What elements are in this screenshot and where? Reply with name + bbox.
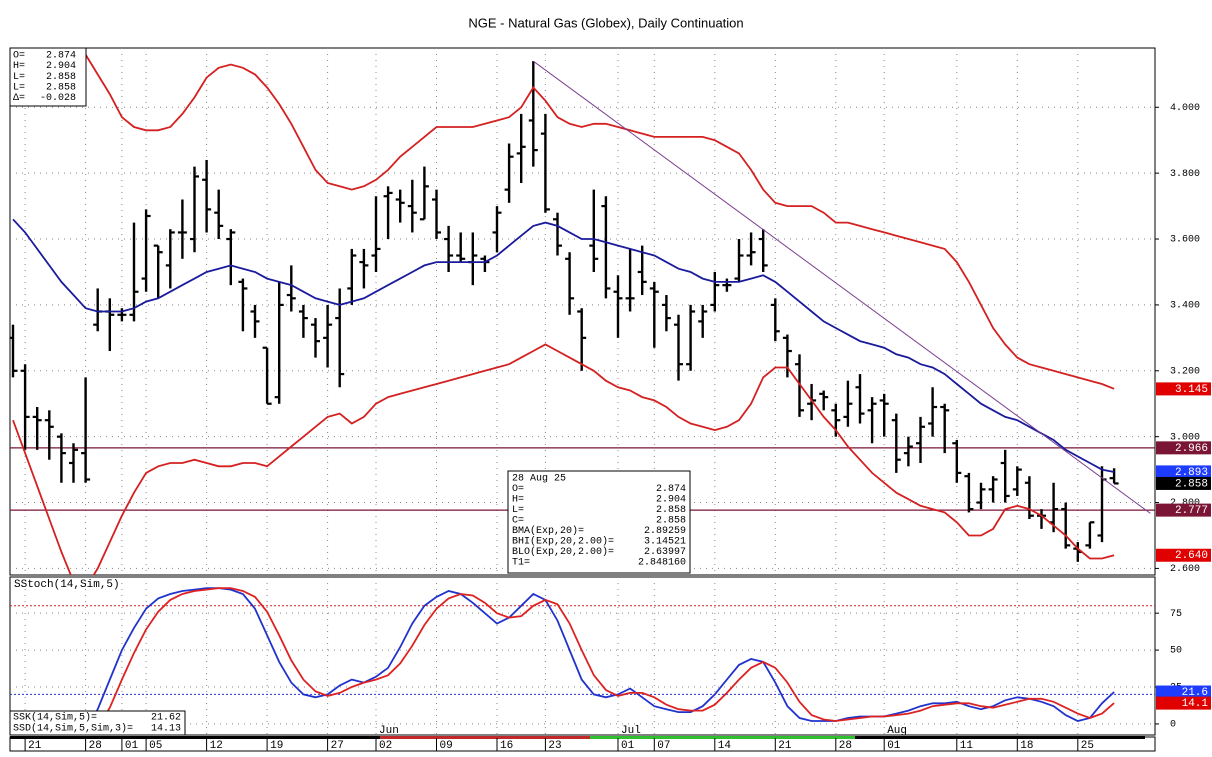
session-bar (590, 736, 855, 739)
readout-value: 2.874 (46, 51, 76, 62)
x-tick-label: 01 (887, 740, 901, 752)
x-tick-label: 21 (28, 740, 42, 752)
readout-value: -0.028 (40, 93, 76, 104)
info-box (507, 470, 691, 574)
y-tick-label: 0 (1170, 720, 1176, 731)
info-value: 2.858 (656, 505, 686, 516)
value-tag (1156, 465, 1211, 479)
stoch-frame (9, 576, 1156, 736)
x-tick-label: 27 (331, 740, 344, 752)
readout-value: 2.904 (46, 61, 76, 72)
value-tag-label: 2.640 (1175, 550, 1208, 562)
info-label: O= (512, 484, 524, 495)
main-frame (9, 47, 1156, 576)
readout-label: H= (13, 61, 25, 72)
x-tick-label: 01 (621, 740, 635, 752)
x-tick-label: 12 (210, 740, 223, 752)
x-tick-label: 01 (125, 740, 139, 752)
info-label: C= (512, 516, 524, 527)
x-tick-label: 09 (440, 740, 453, 752)
x-tick-label: 19 (270, 740, 283, 752)
info-value: 2.848160 (638, 558, 686, 569)
x-tick-label: 23 (548, 740, 561, 752)
readout-box (9, 710, 186, 736)
value-tag-label: 14.1 (1182, 698, 1209, 710)
value-tag (1156, 476, 1211, 490)
info-label: BHI(Exp,20,2.00)= (512, 536, 614, 548)
readout-value: 2.858 (46, 82, 76, 93)
value-tag (1156, 503, 1211, 517)
readout-box (9, 47, 87, 107)
y-tick-label: 2.600 (1170, 564, 1200, 575)
series-line (78, 48, 1115, 390)
value-tag-label: 3.145 (1175, 384, 1208, 396)
x-tick-label: 07 (657, 740, 670, 752)
x-tick-label: 18 (1020, 740, 1033, 752)
x-tick-label: 02 (379, 740, 392, 752)
x-tick-label: 05 (149, 740, 162, 752)
info-value: 2.63997 (644, 547, 686, 558)
y-tick-label: 3.000 (1170, 432, 1200, 443)
x-tick-label: 28 (839, 740, 852, 752)
info-label: H= (512, 495, 524, 506)
session-bar (380, 736, 590, 739)
month-label: Aug (887, 725, 907, 737)
trendline (533, 60, 1151, 514)
x-tick-label: 25 (1081, 740, 1094, 752)
y-tick-label: 4.000 (1170, 103, 1200, 114)
info-date: 28 Aug 25 (512, 474, 566, 485)
value-tag-label: 2.858 (1175, 478, 1208, 490)
readout-label: SSK(14,Sim,5)= (13, 712, 97, 724)
x-tick-label: 21 (778, 740, 792, 752)
info-label: BMA(Exp,20)= (512, 525, 584, 537)
readout-label: L= (13, 72, 25, 83)
info-value: 2.874 (656, 484, 686, 495)
info-value: 3.14521 (644, 537, 686, 548)
value-tag-label: 2.966 (1175, 443, 1208, 455)
x-tick-label: 11 (960, 740, 974, 752)
value-tag (1156, 548, 1211, 562)
session-bar (855, 736, 1145, 739)
value-tag-label: 2.777 (1175, 505, 1208, 517)
x-tick-label: 14 (718, 740, 732, 752)
info-label: L= (512, 505, 524, 516)
y-tick-label: 3.800 (1170, 169, 1200, 180)
info-value: 2.904 (656, 495, 686, 506)
info-label: T1= (512, 558, 530, 569)
info-value: 2.858 (656, 516, 686, 527)
value-tag-label: 21.6 (1182, 687, 1208, 699)
readout-value: 21.62 (151, 713, 181, 724)
value-tag-label: 2.893 (1175, 467, 1208, 479)
value-tag (1156, 696, 1211, 710)
readout-value: 2.858 (46, 72, 76, 83)
value-tag (1156, 441, 1211, 455)
date-axis (9, 736, 1156, 752)
y-tick-label: 50 (1170, 646, 1182, 657)
readout-label: SSD(14,Sim,5,Sim,3)= (13, 723, 133, 735)
info-label: BLO(Exp,20,2.00)= (512, 546, 614, 558)
readout-label: L= (13, 82, 25, 93)
y-tick-label: 75 (1170, 609, 1182, 620)
month-label: Jun (379, 725, 399, 737)
session-bar (10, 736, 380, 739)
panel-title: SStoch(14,Sim,5) (14, 579, 120, 591)
y-tick-label: 3.400 (1170, 301, 1200, 312)
series-line (86, 587, 1115, 735)
info-value: 2.89259 (644, 526, 686, 537)
y-tick-label: 3.200 (1170, 366, 1200, 377)
x-tick-label: 28 (89, 740, 102, 752)
readout-label: O= (13, 51, 25, 62)
readout-label: Δ= (13, 93, 25, 104)
x-tick-label: 16 (500, 740, 513, 752)
series-line (12, 343, 1115, 575)
y-tick-label: 3.600 (1170, 235, 1200, 246)
series-line (12, 218, 1115, 473)
chart-title: NGE - Natural Gas (Globex), Daily Contin… (468, 15, 743, 30)
series-line (79, 587, 1115, 735)
value-tag (1156, 685, 1211, 699)
value-tag (1156, 382, 1211, 396)
readout-value: 14.13 (151, 724, 181, 735)
month-label: Jul (621, 725, 641, 737)
